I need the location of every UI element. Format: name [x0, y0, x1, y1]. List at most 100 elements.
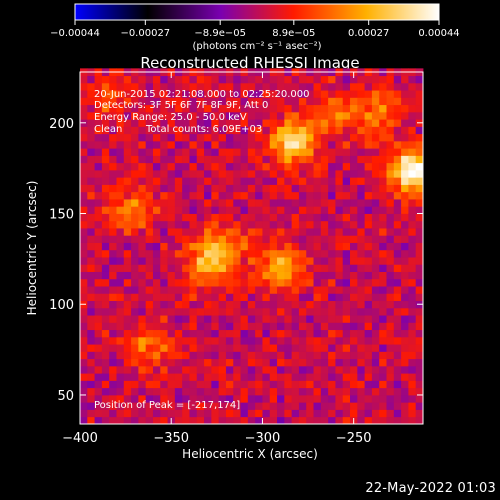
heatmap-cell [80, 191, 88, 200]
heatmap-cell [109, 235, 117, 243]
heatmap-cell [320, 199, 329, 207]
heatmap-cell [255, 220, 263, 229]
heatmap-cell [306, 293, 314, 302]
heatmap-cell [123, 387, 132, 396]
heatmap-cell [211, 394, 220, 403]
heatmap-cell [401, 351, 409, 360]
heatmap-cell [408, 358, 417, 367]
heatmap-cell [204, 307, 212, 316]
heatmap-cell [167, 184, 176, 193]
heatmap-cell [160, 278, 168, 287]
heatmap-cell [255, 278, 263, 287]
heatmap-cell [401, 249, 409, 258]
heatmap-cell [306, 220, 314, 229]
heatmap-cell [131, 344, 139, 352]
heatmap-cell [379, 220, 387, 229]
heatmap-cell [342, 322, 351, 331]
heatmap-cell [225, 169, 234, 178]
heatmap-cell [101, 228, 110, 236]
heatmap-cell [211, 300, 220, 309]
heatmap-cell [342, 351, 351, 360]
heatmap-cell [80, 184, 88, 193]
heatmap-cell [415, 336, 424, 345]
heatmap-cell [291, 286, 300, 294]
heatmap-cell [291, 177, 300, 185]
heatmap-cell [174, 199, 183, 207]
heatmap-cell [247, 409, 256, 418]
heatmap-cell [182, 199, 190, 207]
heatmap-cell [196, 191, 205, 200]
heatmap-cell [204, 409, 212, 418]
heatmap-cell [298, 409, 307, 418]
heatmap-cell [291, 155, 300, 164]
heatmap-cell [247, 373, 256, 381]
heatmap-cell [247, 300, 256, 309]
heatmap-cell [298, 380, 307, 389]
heatmap-cell [298, 336, 307, 345]
heatmap-cell [189, 365, 198, 374]
heatmap-cell [364, 133, 373, 142]
heatmap-cell [371, 111, 380, 120]
heatmap-cell [116, 213, 125, 222]
heatmap-cell [269, 162, 278, 171]
heatmap-cell [94, 249, 103, 258]
heatmap-cell [371, 365, 380, 374]
heatmap-cell [393, 235, 402, 243]
heatmap-cell [80, 271, 88, 280]
heatmap-cell [364, 104, 373, 113]
heatmap-cell [350, 242, 358, 251]
heatmap-cell [145, 351, 154, 360]
heatmap-cell [408, 416, 417, 425]
heatmap-cell [269, 336, 278, 345]
heatmap-cell [277, 286, 285, 294]
heatmap-cell [116, 409, 125, 418]
heatmap-cell [167, 126, 176, 135]
heatmap-cell [415, 228, 424, 236]
heatmap-cell [138, 257, 147, 265]
heatmap-cell [145, 300, 154, 309]
heatmap-cell [393, 97, 402, 106]
heatmap-cell [145, 387, 154, 396]
heatmap-cell [174, 300, 183, 309]
heatmap-cell [218, 351, 227, 360]
heatmap-cell [291, 220, 300, 229]
heatmap-cell [364, 387, 373, 396]
heatmap-cell [152, 249, 161, 258]
heatmap-cell [204, 416, 212, 425]
heatmap-cell [167, 402, 176, 410]
heatmap-cell [123, 249, 132, 258]
heatmap-cell [204, 206, 212, 214]
heatmap-cell [364, 271, 373, 280]
heatmap-cell [109, 213, 117, 222]
heatmap-cell [255, 169, 263, 178]
heatmap-cell [123, 126, 132, 135]
heatmap-cell [298, 191, 307, 200]
heatmap-cell [174, 155, 183, 164]
heatmap-cell [211, 119, 220, 127]
heatmap-cell [415, 278, 424, 287]
heatmap-cell [233, 213, 241, 222]
heatmap-cell [240, 322, 249, 331]
heatmap-cell [328, 286, 336, 294]
heatmap-cell [408, 133, 417, 142]
heatmap-cell [408, 293, 417, 302]
heatmap-cell [138, 322, 147, 331]
heatmap-cell [255, 162, 263, 171]
heatmap-cell [284, 206, 293, 214]
heatmap-cell [247, 228, 256, 236]
heatmap-cell [131, 90, 139, 98]
heatmap-cell [350, 169, 358, 178]
heatmap-cell [298, 322, 307, 331]
heatmap-cell [379, 169, 387, 178]
heatmap-cell [123, 184, 132, 193]
heatmap-cell [80, 75, 88, 84]
heatmap-cell [204, 365, 212, 374]
heatmap-cell [291, 257, 300, 265]
heatmap-cell [101, 177, 110, 185]
heatmap-cell [225, 322, 234, 331]
heatmap-cell [408, 206, 417, 214]
heatmap-cell [379, 119, 387, 127]
heatmap-cell [313, 184, 322, 193]
heatmap-cell [291, 90, 300, 98]
heatmap-cell [335, 307, 344, 316]
